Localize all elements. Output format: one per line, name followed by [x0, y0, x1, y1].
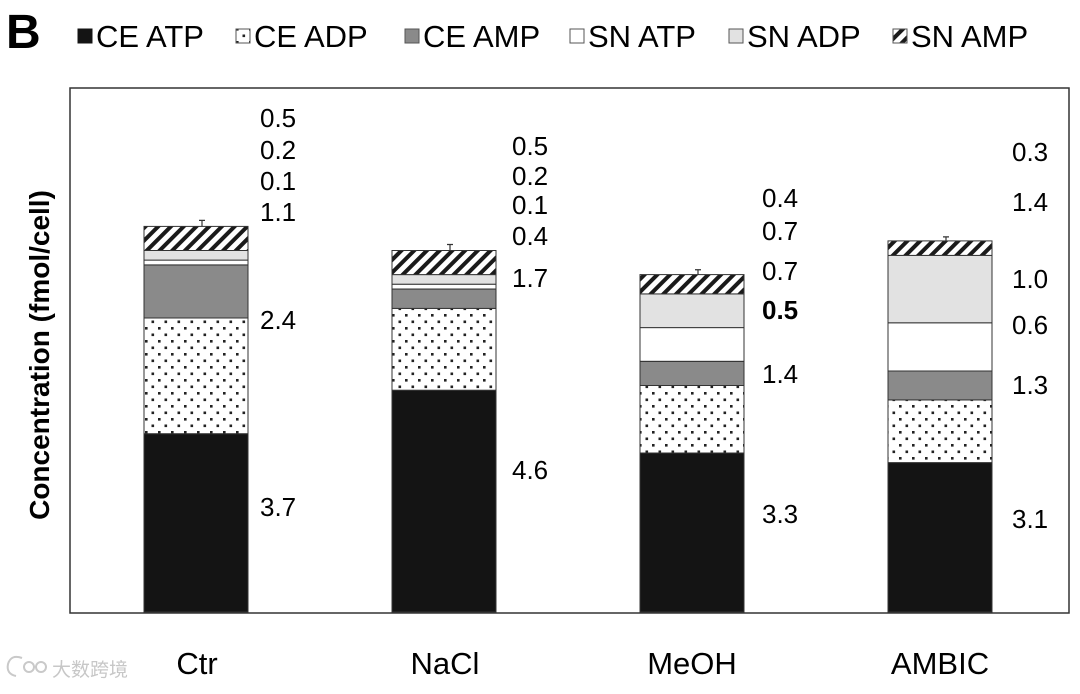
data-label-ambic-sn-amp: 0.3	[1012, 137, 1048, 167]
data-label-ambic-ce-atp: 3.1	[1012, 504, 1048, 534]
bar-segment-meoh-sn-atp	[639, 327, 745, 362]
category-label-ambic: AMBIC	[891, 646, 989, 681]
bar-segment-ambic-ce-amp	[887, 370, 993, 401]
data-label-ctr-ce-amp: 1.1	[260, 197, 296, 227]
error-bar-ctr-sn-amp	[199, 219, 205, 227]
watermark-logo-icon	[6, 655, 47, 677]
legend-label-ce-adp: CE ADP	[254, 19, 368, 54]
data-label-nacl-sn-adp: 0.2	[512, 161, 548, 191]
error-bar-meoh-sn-amp	[695, 269, 701, 275]
data-label-ctr-ce-adp: 2.4	[260, 305, 296, 335]
watermark-text: 大数跨境	[52, 659, 128, 681]
bar-segment-ctr-ce-adp	[143, 317, 249, 435]
bar-segment-nacl-sn-amp	[391, 250, 497, 276]
category-labels: Ctr NaCl MeOH AMBIC	[176, 646, 989, 681]
data-label-ambic-sn-adp: 1.4	[1012, 187, 1048, 217]
legend-label-ce-amp: CE AMP	[423, 19, 540, 54]
data-label-nacl-ce-adp: 1.7	[512, 263, 548, 293]
data-label-ambic-ce-adp: 1.3	[1012, 370, 1048, 400]
data-label-ctr-sn-amp: 0.5	[260, 103, 296, 133]
legend-swatch-sn-atp	[569, 28, 585, 44]
error-bar-ambic-sn-amp	[943, 236, 949, 241]
panel-label: B	[6, 6, 41, 59]
data-label-nacl-sn-amp: 0.5	[512, 131, 548, 161]
data-label-meoh-ce-amp: 0.5	[762, 295, 798, 325]
category-label-meoh: MeOH	[647, 646, 737, 681]
bar-segment-ctr-sn-adp	[143, 250, 249, 261]
legend-swatch-ce-amp	[404, 28, 420, 44]
bar-segment-meoh-sn-adp	[639, 293, 745, 329]
watermark: 大数跨境	[6, 655, 128, 681]
bar-segment-meoh-ce-atp	[639, 452, 745, 613]
data-label-nacl-ce-amp: 0.4	[512, 221, 548, 251]
bar-segment-ctr-ce-atp	[143, 433, 249, 613]
data-label-meoh-sn-adp: 0.7	[762, 216, 798, 246]
error-bar-nacl-sn-amp	[447, 243, 453, 251]
bar-segment-nacl-ce-adp	[391, 307, 497, 391]
legend-label-sn-atp: SN ATP	[588, 19, 696, 54]
legend-label-ce-atp: CE ATP	[96, 19, 204, 54]
bar-segment-ambic-ce-adp	[887, 399, 993, 464]
data-label-meoh-ce-atp: 3.3	[762, 499, 798, 529]
bar-segment-meoh-ce-amp	[639, 360, 745, 386]
legend: CE ATP CE ADP CE AMP SN ATP SN ADP SN AM…	[77, 19, 1028, 54]
bar-segment-meoh-sn-amp	[639, 274, 745, 295]
legend-label-sn-adp: SN ADP	[747, 19, 861, 54]
category-label-ctr: Ctr	[176, 646, 217, 681]
plot-frame	[69, 87, 1070, 614]
bar-segment-nacl-sn-atp	[391, 283, 497, 290]
category-label-nacl: NaCl	[411, 646, 480, 681]
bar-segment-nacl-ce-amp	[391, 288, 497, 309]
bar-segment-meoh-ce-adp	[639, 385, 745, 454]
legend-label-sn-amp: SN AMP	[911, 19, 1028, 54]
data-label-nacl-sn-atp: 0.1	[512, 190, 548, 220]
bar-segment-ambic-sn-amp	[887, 240, 993, 256]
bars-group: 3.72.41.10.10.20.54.61.70.40.10.20.53.31…	[143, 103, 1048, 613]
bar-segment-ambic-sn-adp	[887, 254, 993, 324]
bar-segment-ctr-ce-amp	[143, 264, 249, 319]
data-label-nacl-ce-atp: 4.6	[512, 455, 548, 485]
data-label-ambic-sn-atp: 1.0	[1012, 264, 1048, 294]
data-label-meoh-sn-amp: 0.4	[762, 183, 798, 213]
y-axis-label: Concentration (fmol/cell)	[24, 190, 55, 520]
data-label-meoh-ce-adp: 1.4	[762, 359, 798, 389]
legend-swatch-sn-adp	[728, 28, 744, 44]
data-label-meoh-sn-atp: 0.7	[762, 256, 798, 286]
legend-swatch-sn-amp	[892, 28, 908, 44]
bar-segment-nacl-sn-adp	[391, 274, 497, 285]
bar-segment-nacl-ce-atp	[391, 389, 497, 613]
data-label-ctr-ce-atp: 3.7	[260, 492, 296, 522]
bar-segment-ctr-sn-amp	[143, 225, 249, 251]
data-label-ctr-sn-atp: 0.1	[260, 166, 296, 196]
bar-segment-ctr-sn-atp	[143, 259, 249, 266]
legend-swatch-ce-atp	[77, 28, 93, 44]
legend-swatch-ce-adp	[235, 28, 251, 44]
bar-segment-ambic-ce-atp	[887, 462, 993, 613]
data-label-ctr-sn-adp: 0.2	[260, 135, 296, 165]
data-label-ambic-ce-amp: 0.6	[1012, 310, 1048, 340]
bar-segment-ambic-sn-atp	[887, 322, 993, 372]
